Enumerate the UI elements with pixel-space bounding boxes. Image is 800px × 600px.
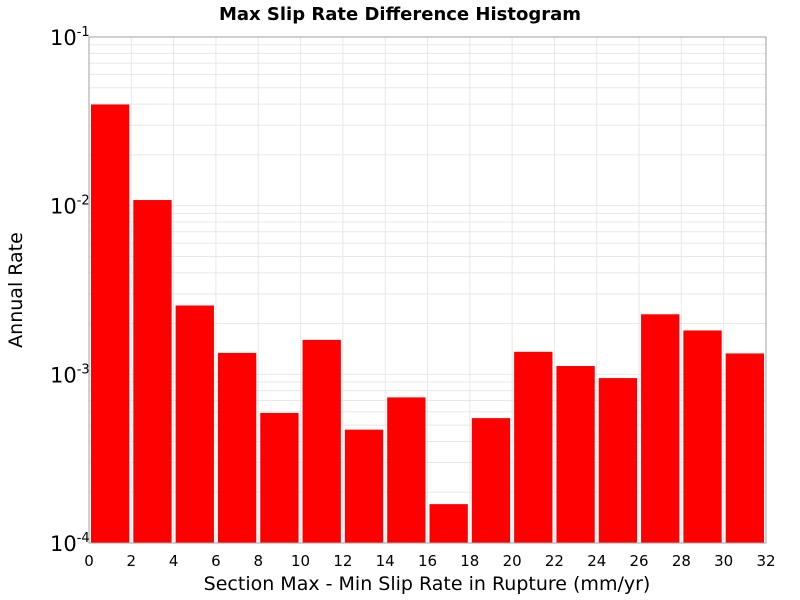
histogram-bar [344,429,384,543]
x-tick-label: 28 [672,552,691,570]
x-tick-label: 16 [418,552,437,570]
histogram-bar [175,305,214,543]
histogram-bar [387,397,426,543]
y-tick-exponent: -2 [77,194,90,209]
x-tick-label: 10 [291,552,310,570]
histogram-bar [514,351,553,543]
x-tick-label: 26 [630,552,649,570]
x-axis-ticks: 0 2 4 6 8 10 12 14 16 18 20 22 24 26 28 30 32 [84,552,775,570]
y-tick-label: 10-3 [50,362,90,387]
x-tick-label: 30 [714,552,733,570]
x-tick-label: 0 [84,552,94,570]
histogram-bar [429,504,468,543]
bars [91,104,764,544]
plot-frame [88,36,767,544]
histogram-bar [683,330,722,543]
histogram-bar [91,104,130,543]
x-tick-label: 4 [169,552,179,570]
x-tick-label: 2 [127,552,137,570]
histogram-bar [302,339,341,543]
x-tick-label: 24 [587,552,606,570]
x-tick-label: 14 [376,552,395,570]
y-tick-exponent: -4 [77,531,90,546]
chart-title: Max Slip Rate Difference Histogram [219,4,581,25]
histogram-bar [217,352,257,543]
x-tick-label: 32 [756,552,775,570]
x-tick-label: 6 [211,552,221,570]
histogram-bar [260,412,299,543]
histogram-bar [725,353,764,543]
histogram-bar [556,366,595,543]
histogram-bar [471,418,511,543]
histogram-bar [641,314,680,543]
histogram-bar [598,378,638,543]
x-tick-label: 8 [253,552,263,570]
y-tick-exponent: -1 [77,25,90,40]
x-tick-label: 12 [333,552,352,570]
x-tick-label: 18 [460,552,479,570]
y-axis-ticks: 10-410-310-210-1 [50,25,90,556]
x-tick-label: 20 [503,552,522,570]
x-tick-label: 22 [545,552,564,570]
y-tick-label: 10-1 [50,25,90,50]
x-axis-label: Section Max - Min Slip Rate in Rupture (… [204,573,651,595]
y-tick-exponent: -3 [77,362,90,377]
y-tick-label: 10-2 [50,194,90,219]
y-axis-label: Annual Rate [5,232,27,348]
histogram-bar [133,200,172,544]
